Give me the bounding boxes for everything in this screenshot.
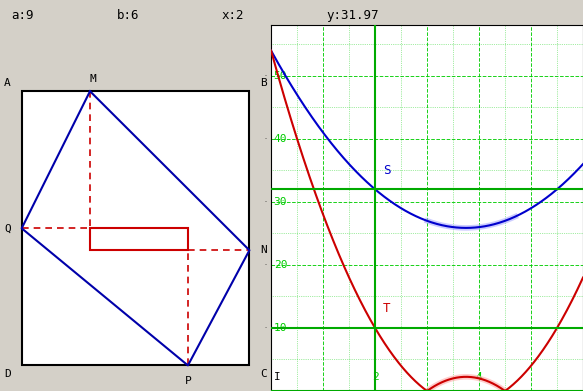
Text: b:6: b:6 (117, 9, 139, 22)
Text: M: M (89, 74, 96, 84)
Text: 4: 4 (476, 371, 482, 382)
Text: A: A (4, 77, 11, 88)
Bar (90, 228, 188, 250)
Text: x:2: x:2 (222, 9, 244, 22)
Text: 40: 40 (273, 134, 287, 144)
Text: T: T (383, 302, 391, 315)
Text: 10: 10 (273, 323, 287, 333)
Bar (22, 91, 250, 366)
Text: B: B (260, 77, 267, 88)
Text: N: N (260, 245, 267, 255)
Text: Q: Q (4, 223, 11, 233)
Text: P: P (185, 377, 191, 386)
Text: 2: 2 (372, 371, 378, 382)
Text: I: I (273, 371, 280, 382)
Text: S: S (383, 163, 391, 177)
Text: 20: 20 (273, 260, 287, 270)
Text: 30: 30 (273, 197, 287, 207)
Text: C: C (260, 369, 267, 379)
Text: y:31.97: y:31.97 (326, 9, 379, 22)
Text: 50: 50 (273, 71, 287, 81)
Text: a:9: a:9 (12, 9, 34, 22)
Text: D: D (4, 369, 11, 379)
